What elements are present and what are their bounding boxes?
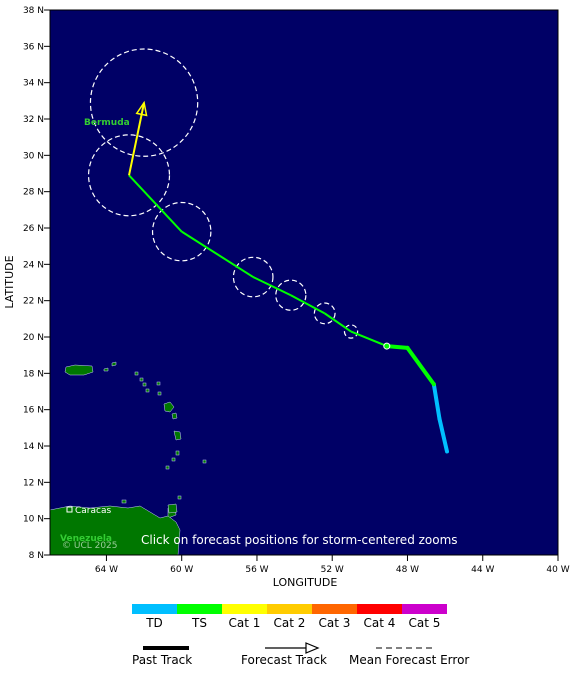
forecast-error-circle[interactable] xyxy=(343,324,359,339)
lat-tick-label: 30 N xyxy=(23,151,44,161)
lon-tick-label: 52 W xyxy=(321,565,344,575)
island-trinidad xyxy=(167,503,178,514)
forecast-arrow-icon xyxy=(305,642,320,654)
legend-swatch xyxy=(177,604,222,614)
lon-tick-label: 40 W xyxy=(546,565,569,575)
lat-tick-label: 8 N xyxy=(29,551,44,561)
legend-swatch xyxy=(132,604,177,614)
lesser-antilles xyxy=(121,371,207,519)
legend-category-label: TS xyxy=(191,616,207,630)
legend-swatch xyxy=(402,604,447,614)
forecast-track-segment xyxy=(350,330,388,348)
forecast-error-circle[interactable] xyxy=(313,302,336,325)
legend-swatch xyxy=(267,604,312,614)
lat-tick-label: 20 N xyxy=(23,333,44,343)
lon-tick-label: 48 W xyxy=(396,565,419,575)
lat-tick-label: 10 N xyxy=(23,515,44,525)
forecast-error-circle[interactable] xyxy=(89,48,199,157)
venezuela-label: Venezuela xyxy=(60,534,112,544)
plot-border xyxy=(49,9,559,556)
island-small xyxy=(103,367,109,372)
caracas-marker xyxy=(66,506,73,513)
track-lines xyxy=(128,100,449,454)
lat-tick-label: 14 N xyxy=(23,442,44,452)
legend-category-label: Cat 1 xyxy=(229,616,261,630)
past-track-segment xyxy=(437,416,449,454)
forecast-error-circle[interactable] xyxy=(232,256,274,298)
lat-tick-label: 12 N xyxy=(23,478,44,488)
lat-tick-label: 22 N xyxy=(23,297,44,307)
forecast-track-segment xyxy=(324,312,352,333)
island-puerto-rico xyxy=(64,364,94,376)
copyright-label: © UCL 2025 xyxy=(62,541,118,551)
latitude-ticks: 38 N 36 N 34 N 32 N 30 N 28 N 26 N 24 N 22 N 20 N… xyxy=(23,6,50,561)
legend-swatch xyxy=(357,604,402,614)
legend-category-label: TD xyxy=(145,616,163,630)
legend-swatch xyxy=(312,604,357,614)
forecast-error-circle[interactable] xyxy=(151,201,212,262)
zoom-hint[interactable]: Click on forecast positions for storm-ce… xyxy=(141,533,458,547)
forecast-track-segment xyxy=(181,230,254,278)
bermuda-label: Bermuda xyxy=(84,118,130,128)
current-position-marker[interactable] xyxy=(383,342,391,350)
lat-tick-label: 26 N xyxy=(23,224,44,234)
y-axis-title: LATITUDE xyxy=(3,255,16,308)
lat-tick-label: 36 N xyxy=(23,42,44,52)
lat-tick-label: 34 N xyxy=(23,79,44,89)
past-track-segment xyxy=(405,345,436,387)
forecast-error-circle[interactable] xyxy=(275,279,307,311)
x-axis-title: LONGITUDE xyxy=(273,576,338,589)
lat-tick-label: 16 N xyxy=(23,406,44,416)
south-america xyxy=(49,505,181,556)
forecast-arrow-head xyxy=(135,100,148,117)
lat-tick-label: 18 N xyxy=(23,369,44,379)
island-small xyxy=(111,361,117,367)
lat-tick-label: 38 N xyxy=(23,6,44,16)
ocean-background xyxy=(50,10,558,555)
legend-swatch xyxy=(222,604,267,614)
track-type-legend: Past Track Forecast Track Mean Forecast … xyxy=(132,642,469,667)
lon-tick-label: 64 W xyxy=(95,565,118,575)
forecast-track-segment xyxy=(128,174,183,233)
lat-tick-label: 24 N xyxy=(23,260,44,270)
forecast-track-segment xyxy=(290,294,326,315)
caracas-label: Caracas xyxy=(75,506,111,516)
land-masses xyxy=(49,361,207,556)
longitude-ticks: 64 W 60 W 56 W 52 W 48 W 44 W 40 W xyxy=(95,555,570,575)
mean-error-label: Mean Forecast Error xyxy=(349,653,469,667)
lat-tick-label: 32 N xyxy=(23,115,44,125)
lat-tick-label: 28 N xyxy=(23,188,44,198)
past-track-segment xyxy=(431,382,442,421)
lon-tick-label: 60 W xyxy=(170,565,193,575)
legend-category-label: Cat 4 xyxy=(364,616,396,630)
forecast-error-circles xyxy=(87,48,359,339)
forecast-track-segment xyxy=(252,276,292,297)
lon-tick-label: 56 W xyxy=(245,565,268,575)
forecast-track-label: Forecast Track xyxy=(241,653,327,667)
lon-tick-label: 44 W xyxy=(471,565,494,575)
legend-category-label: Cat 3 xyxy=(319,616,351,630)
legend-category-label: Cat 5 xyxy=(409,616,441,630)
category-legend: TD TS Cat 1 Cat 2 Cat 3 Cat 4 Cat 5 xyxy=(132,604,447,630)
legend-category-label: Cat 2 xyxy=(274,616,306,630)
past-track-label: Past Track xyxy=(132,653,192,667)
